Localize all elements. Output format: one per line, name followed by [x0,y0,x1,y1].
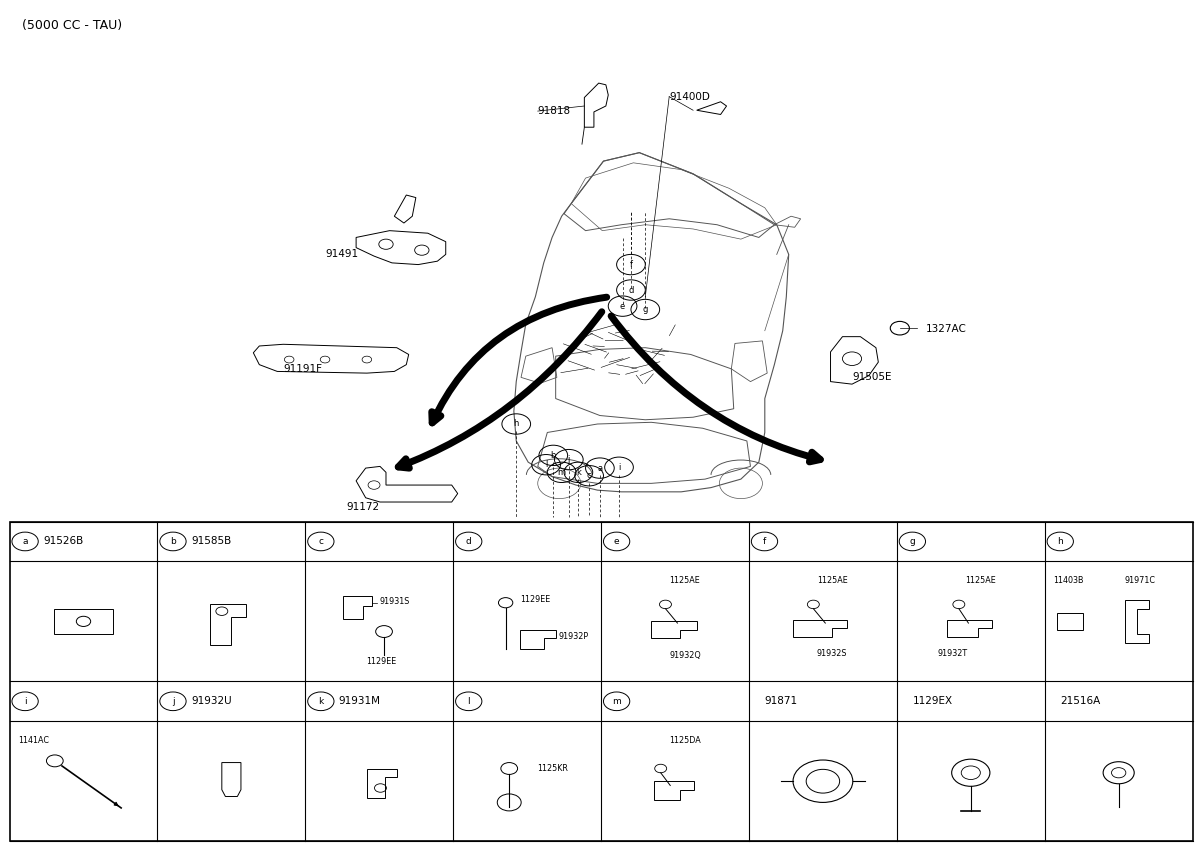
Text: h: h [1058,537,1064,546]
Text: e: e [620,302,625,310]
Text: g: g [909,537,915,546]
Text: 91172: 91172 [347,502,380,512]
Bar [10,522,1193,841]
Text: 1327AC: 1327AC [926,324,967,334]
Text: 91526B: 91526B [43,537,84,546]
Text: (5000 CC - TAU): (5000 CC - TAU) [22,19,122,31]
Text: 91505E: 91505E [852,372,891,382]
Text: i: i [24,697,26,706]
Text: b: b [170,537,176,546]
Text: 91400D: 91400D [669,92,710,102]
Text: m: m [612,697,621,706]
Text: d: d [629,286,633,294]
Text: 91931M: 91931M [339,696,381,706]
Text: 1141AC: 1141AC [18,736,49,745]
Text: 91932P: 91932P [558,632,588,641]
Text: 1125KR: 1125KR [537,764,568,773]
Text: 91931S: 91931S [379,596,410,605]
Text: 91932T: 91932T [937,649,968,658]
Text: c: c [587,471,592,480]
Text: l: l [467,697,470,706]
Text: b: b [551,451,556,460]
Text: 91932S: 91932S [817,649,847,658]
Text: 91871: 91871 [765,696,797,706]
Text: f: f [762,537,766,546]
Text: 1125AE: 1125AE [817,576,847,585]
Text: 91491: 91491 [325,249,358,259]
Text: a: a [598,464,602,472]
Text: 91818: 91818 [538,106,571,116]
Text: 21516A: 21516A [1060,696,1101,706]
Text: l: l [545,460,547,469]
Text: 1129EE: 1129EE [520,594,550,604]
Text: 91585B: 91585B [191,537,231,546]
Text: d: d [466,537,472,546]
Text: e: e [614,537,619,546]
Text: 1129EE: 1129EE [366,657,397,666]
Text: 1125AE: 1125AE [964,576,995,585]
Text: 91932Q: 91932Q [669,650,700,660]
Text: 91971C: 91971C [1124,576,1156,585]
Text: k: k [576,468,581,477]
Text: f: f [630,260,632,269]
Text: c: c [318,537,324,546]
Text: a: a [23,537,27,546]
Text: j: j [568,455,570,464]
Text: 91191F: 91191F [283,364,323,374]
Text: 91932U: 91932U [191,696,232,706]
Text: 1129EX: 1129EX [912,696,952,706]
Text: 1125DA: 1125DA [669,736,700,745]
Text: j: j [172,697,174,706]
Text: i: i [618,463,620,471]
Text: h: h [514,420,519,428]
Text: 11403B: 11403B [1053,576,1084,585]
Text: k: k [318,697,324,706]
Text: g: g [643,305,648,314]
Text: 1125AE: 1125AE [669,576,700,585]
Text: m: m [558,468,565,477]
